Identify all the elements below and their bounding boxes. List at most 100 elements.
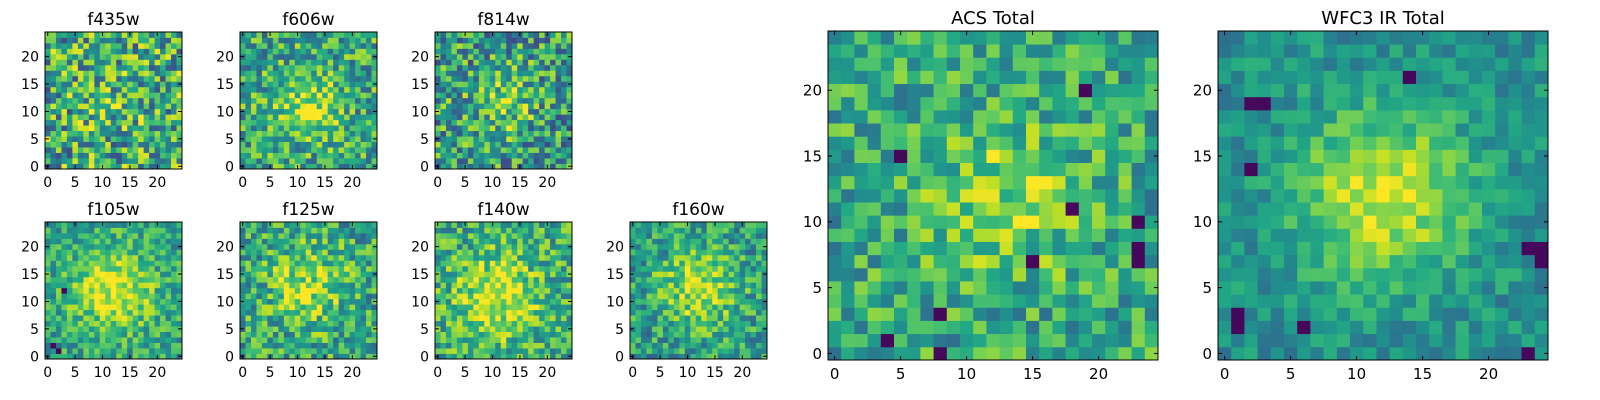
heatmap-cell [250,92,257,99]
heatmap-cell [566,227,573,234]
heatmap-cell [176,92,183,99]
heatmap-cell [272,136,279,142]
heatmap-cell [132,163,139,170]
heatmap-cell [1131,294,1146,308]
heatmap-cell [533,152,540,159]
heatmap-cell [635,315,642,322]
heatmap-cell [316,293,323,300]
heatmap-cell [635,287,642,294]
heatmap-cell [960,241,974,256]
heatmap-cell [495,287,502,294]
heatmap-cell [728,271,735,278]
heatmap-cell [679,304,686,311]
heatmap-cell [121,119,128,126]
heatmap-cell [366,309,372,316]
heatmap-cell [333,276,340,283]
heatmap-cell [462,114,469,121]
heatmap-cell [867,267,882,282]
heatmap-cell [132,282,139,289]
heatmap-cell [316,37,323,44]
heatmap-cell [66,92,73,99]
heatmap-cell [986,175,1000,190]
heatmap-cell [83,32,90,38]
heatmap-cell [77,287,84,294]
heatmap-cell [176,276,183,283]
heatmap-cell [171,53,177,60]
heatmap-cell [533,304,540,311]
heatmap-cell [88,315,95,322]
heatmap-cell [160,309,166,316]
heatmap-cell [668,222,675,228]
heatmap-cell [294,53,301,60]
heatmap-cell [484,108,491,115]
heatmap-cell [355,141,361,148]
heatmap-cell [138,136,145,142]
heatmap-cell [1026,175,1040,190]
heatmap-cell [500,97,507,104]
heatmap-cell [907,188,921,203]
heatmap-cell [322,315,329,322]
heatmap-cell [867,281,882,295]
heatmap-cell [511,92,518,99]
heatmap-cell [99,227,106,234]
heatmap-cell [728,348,735,354]
heatmap-cell [344,265,350,272]
heatmap-cell [176,342,183,349]
heatmap-cell [294,304,301,311]
heatmap-cell [528,243,535,250]
heatmap-cell [289,64,296,71]
heatmap-cell [946,149,961,163]
heatmap-cell [311,70,318,77]
heatmap-cell [311,222,318,228]
heatmap-cell [311,108,318,115]
heatmap-cell [278,342,285,349]
heatmap-cell [77,108,84,115]
heatmap-cell [506,304,513,311]
heatmap-cell [165,48,172,55]
heatmap-cell [333,265,340,272]
heatmap-cell [435,59,441,66]
heatmap-cell [256,309,263,316]
heatmap-cell [305,114,312,121]
heatmap-cell [539,86,545,93]
heatmap-cell [445,282,452,289]
heatmap-cell [316,232,323,239]
heatmap-cell [462,249,469,256]
heatmap-cell [561,298,567,305]
heatmap-cell [160,238,166,245]
heatmap-cell [316,103,323,110]
heatmap-cell [646,348,653,354]
heatmap-cell [550,331,556,338]
heatmap-cell [267,114,274,121]
heatmap-cell [828,320,842,335]
heatmap-cell [728,326,735,332]
heatmap-cell [712,326,719,332]
heatmap-cell [657,254,664,261]
heatmap-cell [478,59,485,66]
heatmap-cell [517,103,524,110]
heatmap-cell [83,243,90,250]
heatmap-cell [695,331,702,338]
heatmap-cell [105,70,112,77]
heatmap-cell [451,70,458,77]
heatmap-cell [105,42,112,49]
heatmap-cell [539,309,545,316]
heatmap-cell [311,42,318,49]
heatmap-cell [435,304,441,311]
heatmap-cell [728,337,735,343]
heatmap-cell [640,282,647,289]
heatmap-cell [245,32,252,38]
heatmap-cell [478,147,485,153]
heatmap-cell [160,48,166,55]
heatmap-cell [511,271,518,278]
heatmap-cell [880,188,895,203]
heatmap-cell [371,331,378,338]
heatmap-cell [728,243,735,250]
heatmap-cell [171,227,177,234]
heatmap-cell [517,243,524,250]
heatmap-cell [533,254,540,261]
heatmap-cell [289,232,296,239]
heatmap-cell [88,130,95,137]
heatmap-cell [121,315,128,322]
